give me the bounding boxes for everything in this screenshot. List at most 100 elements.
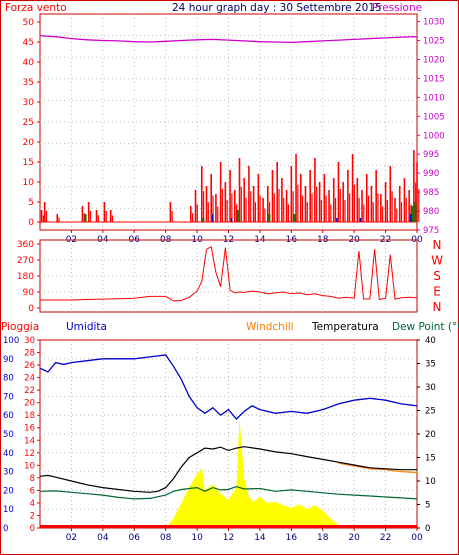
wind-panel-data	[39, 34, 420, 223]
wind-tick-label: 40	[23, 58, 35, 68]
wind-tick-label: 45	[23, 38, 34, 48]
humidity-y-axis-ticks: 0 10 20 30 40 50 60 70 80 90 100	[3, 336, 19, 534]
direction-tick-label: 270	[17, 256, 34, 266]
rain-area	[165, 418, 342, 528]
temp-y-axis-ticks: 0 5 10 15 20 25 30 35 40	[417, 336, 436, 534]
direction-y-axis-ticks: 0 90 180 270 360	[17, 240, 40, 314]
humidity-tick-label: 30	[3, 468, 14, 478]
rain-tick-label: 22	[24, 386, 35, 396]
rain-tick-label: 18	[24, 411, 35, 421]
direction-tick-label: 0	[28, 304, 34, 314]
wind-y-axis-ticks: 0 5 10 15 20 25 30 35 40 45 50	[23, 18, 40, 228]
temp-tick-label: 40	[425, 336, 436, 346]
wind-label: Forza vento	[5, 2, 67, 14]
rain-tick-label: 4	[30, 499, 35, 509]
rain-tick-label: 14	[24, 436, 35, 446]
rain-tick-label: 2	[30, 511, 35, 521]
temp-tick-label: 10	[425, 477, 436, 487]
wind-tick-label: 25	[23, 118, 34, 128]
x-tick-label: 08	[160, 533, 172, 543]
pressure-tick-label: 985	[423, 188, 439, 198]
graph-title: 24 hour graph day : 30 Settembre 2015	[172, 2, 382, 14]
humidity-tick-label: 100	[3, 336, 19, 346]
temperature-label: Temperatura	[311, 321, 379, 333]
humidity-tick-label: 40	[3, 449, 14, 459]
wind-tick-label: 50	[23, 18, 35, 28]
pressure-tick-label: 1005	[423, 112, 445, 122]
pressure-line	[39, 34, 418, 44]
x-tick-label: 20	[348, 533, 360, 543]
wind-tick-label: 0	[28, 218, 34, 228]
rain-tick-label: 6	[30, 486, 35, 496]
pressure-tick-label: 1020	[423, 55, 445, 65]
humidity-tick-label: 10	[3, 505, 14, 515]
x-tick-label: 14	[254, 533, 266, 543]
pressure-y-axis-ticks: 975 980 985 990 995 1000 1005 1010 1015 1020 1025 1…	[417, 18, 445, 236]
wind-tick-label: 10	[23, 178, 35, 188]
direction-line	[40, 245, 418, 302]
pressure-tick-label: 980	[423, 207, 439, 217]
rain-tick-label: 12	[24, 449, 35, 459]
compass-letter: S	[433, 269, 441, 283]
humidity-tick-label: 60	[3, 411, 14, 421]
temp-tick-label: 35	[425, 360, 436, 370]
compass-letter: N	[433, 300, 442, 314]
x-tick-label: 18	[317, 533, 329, 543]
pressure-tick-label: 1010	[423, 93, 445, 103]
temp-tick-label: 20	[425, 430, 436, 440]
temp-tick-label: 5	[425, 501, 430, 511]
rain-tick-label: 30	[24, 336, 35, 346]
humidity-tick-label: 50	[3, 430, 14, 440]
x-tick-label: 22	[380, 533, 391, 543]
pressure-tick-label: 1030	[423, 18, 445, 28]
direction-panel-data	[40, 245, 418, 302]
pressure-tick-label: 990	[423, 169, 439, 179]
wind-tick-label: 5	[28, 198, 34, 208]
temp-tick-label: 30	[425, 383, 436, 393]
pressure-label: Pressione	[372, 2, 422, 14]
windchill-line	[338, 462, 418, 474]
x-tick-label: 10	[191, 533, 203, 543]
compass-letter: W	[431, 254, 443, 268]
temp-tick-label: 15	[425, 454, 436, 464]
dewpoint-line	[39, 485, 418, 500]
rain-tick-label: 16	[24, 424, 35, 434]
compass-letter: N	[433, 238, 442, 252]
x-tick-label: 12	[223, 533, 234, 543]
direction-tick-label: 180	[17, 272, 34, 282]
x-tick-label: 06	[129, 533, 141, 543]
pressure-tick-label: 1000	[423, 131, 445, 141]
rain-tick-label: 20	[24, 399, 35, 409]
rain-tick-label: 26	[24, 361, 35, 371]
pressure-tick-label: 1015	[423, 74, 445, 84]
wind-tick-label: 15	[23, 158, 34, 168]
pressure-tick-label: 1025	[423, 37, 445, 47]
temperature-line	[39, 446, 417, 493]
wind-tick-label: 30	[23, 98, 35, 108]
x-tick-label: 04	[97, 533, 109, 543]
humidity-label: Umidita	[66, 321, 107, 333]
temp-tick-label: 0	[425, 524, 430, 534]
dewpoint-label: Dew Point (°C	[392, 321, 459, 333]
humidity-tick-label: 90	[3, 355, 14, 365]
wind-tick-label: 35	[23, 78, 34, 88]
pressure-tick-label: 975	[423, 226, 439, 236]
temp-x-axis-ticks: 02 04 06 08 10 12 14 16 18 20 22 00	[66, 528, 423, 543]
direction-tick-label: 360	[17, 240, 34, 250]
rain-label: Pioggia	[1, 321, 39, 333]
x-tick-label: 00	[411, 533, 423, 543]
humidity-tick-label: 0	[3, 524, 8, 534]
humidity-tick-label: 20	[3, 486, 14, 496]
humidity-tick-label: 80	[3, 374, 14, 384]
rain-total-bar	[40, 525, 417, 528]
rain-tick-label: 28	[24, 349, 35, 359]
rain-tick-label: 0	[30, 524, 35, 534]
rain-tick-label: 10	[24, 461, 35, 471]
temp-tick-label: 25	[425, 407, 436, 417]
temp-panel-data	[39, 354, 418, 528]
x-tick-label: 16	[286, 533, 298, 543]
wind-tick-label: 20	[23, 138, 35, 148]
